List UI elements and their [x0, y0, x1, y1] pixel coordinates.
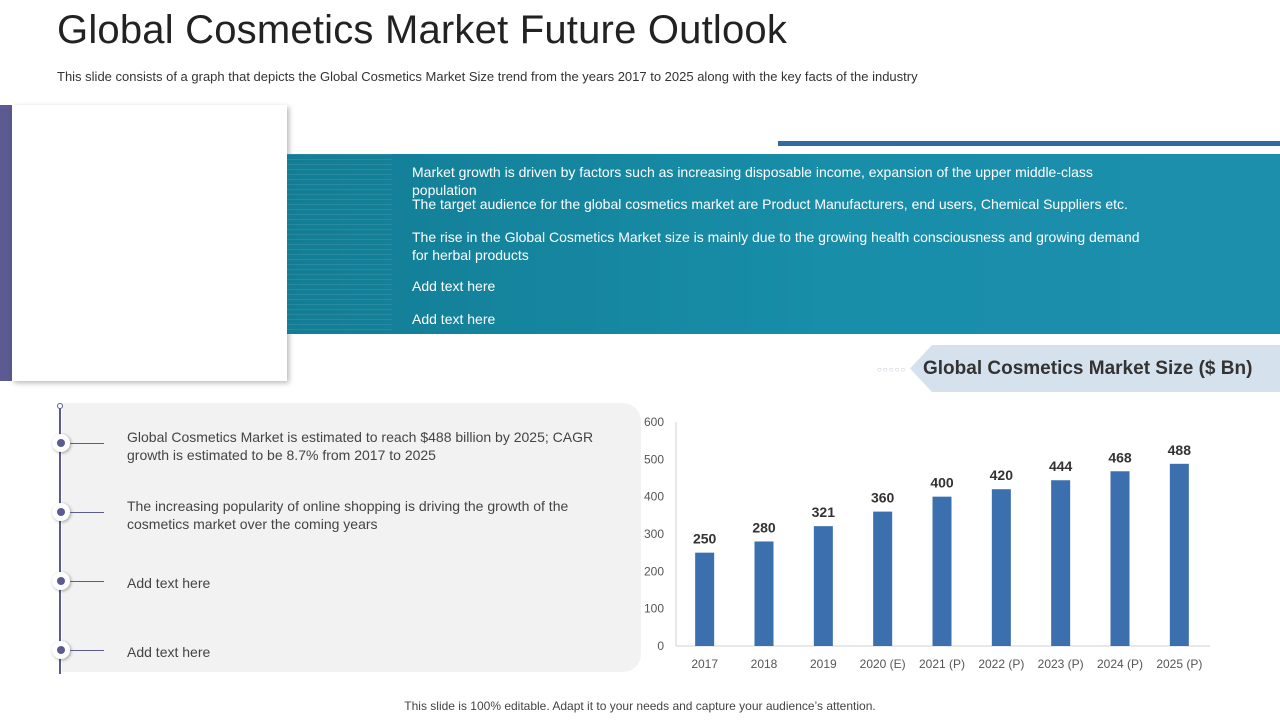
- image-placeholder: [12, 105, 287, 381]
- key-fact-item: Global Cosmetics Market is estimated to …: [127, 429, 594, 463]
- y-tick-label: 0: [657, 639, 664, 653]
- x-tick-label: 2019: [810, 657, 837, 671]
- fact-item: Market growth is driven by factors such …: [412, 164, 1093, 198]
- timeline-marker: [52, 572, 70, 590]
- y-tick-label: 200: [644, 564, 664, 578]
- data-label: 444: [1049, 458, 1073, 474]
- timeline-cap: [57, 403, 63, 409]
- banner-stripes: [287, 154, 392, 334]
- timeline-connector: [70, 443, 104, 444]
- bar-chart: 0 100 200 300 400 500 600 250 2017 280 2018 321 2019…: [644, 415, 1210, 671]
- bar: [932, 496, 952, 646]
- chart-title-banner: Global Cosmetics Market Size ($ Bn): [910, 345, 1280, 392]
- x-tick-label: 2018: [751, 657, 778, 671]
- bar: [813, 526, 833, 646]
- data-label: 400: [930, 475, 954, 491]
- fact-item: The rise in the Global Cosmetics Market …: [412, 229, 1140, 263]
- left-accent-bar: [0, 105, 12, 381]
- timeline-connector: [70, 581, 104, 582]
- timeline-connector: [70, 512, 104, 513]
- key-fact-item: The increasing popularity of online shop…: [127, 498, 569, 532]
- x-tick-label: 2017: [691, 657, 718, 671]
- bar: [1051, 480, 1071, 646]
- timeline-marker: [52, 503, 70, 521]
- bar: [991, 489, 1011, 646]
- banner-top-line: [778, 141, 1280, 146]
- key-fact-item: Add text here: [127, 644, 211, 660]
- x-tick-label: 2022 (P): [978, 657, 1024, 671]
- data-label: 321: [812, 504, 836, 520]
- chart-title-shape: [910, 345, 1280, 392]
- page-subtitle: This slide consists of a graph that depi…: [57, 69, 918, 84]
- page-title: Global Cosmetics Market Future Outlook: [57, 8, 788, 52]
- bar: [873, 511, 893, 646]
- x-tick-label: 2025 (P): [1156, 657, 1202, 671]
- y-tick-label: 600: [644, 415, 664, 429]
- key-facts-panel: [62, 403, 641, 672]
- key-fact-item: Add text here: [127, 575, 211, 591]
- header-dots: ○○○○○: [877, 365, 907, 374]
- data-label: 468: [1108, 449, 1132, 465]
- y-tick-label: 300: [644, 527, 664, 541]
- timeline-connector: [70, 650, 104, 651]
- timeline-marker: [52, 641, 70, 659]
- bar: [754, 541, 774, 646]
- timeline-marker: [52, 434, 70, 452]
- bar: [1110, 471, 1130, 646]
- x-tick-label: 2021 (P): [919, 657, 965, 671]
- data-label: 250: [693, 531, 717, 547]
- footer-note: This slide is 100% editable. Adapt it to…: [404, 699, 876, 713]
- y-tick-label: 500: [644, 452, 664, 466]
- fact-item: The target audience for the global cosme…: [412, 196, 1128, 212]
- bar: [1169, 463, 1189, 646]
- timeline-line: [59, 408, 61, 674]
- fact-item: Add text here: [412, 311, 496, 327]
- x-tick-label: 2024 (P): [1097, 657, 1143, 671]
- chart-title: Global Cosmetics Market Size ($ Bn): [923, 358, 1253, 379]
- fact-item: Add text here: [412, 278, 496, 294]
- y-tick-label: 100: [644, 602, 664, 616]
- x-tick-label: 2020 (E): [860, 657, 906, 671]
- facts-banner: Market growth is driven by factors such …: [287, 154, 1280, 334]
- x-tick-label: 2023 (P): [1038, 657, 1084, 671]
- data-label: 280: [752, 519, 776, 535]
- bar: [695, 552, 715, 646]
- data-label: 420: [990, 467, 1014, 483]
- data-label: 488: [1168, 442, 1192, 458]
- data-label: 360: [871, 490, 895, 506]
- y-tick-label: 400: [644, 490, 664, 504]
